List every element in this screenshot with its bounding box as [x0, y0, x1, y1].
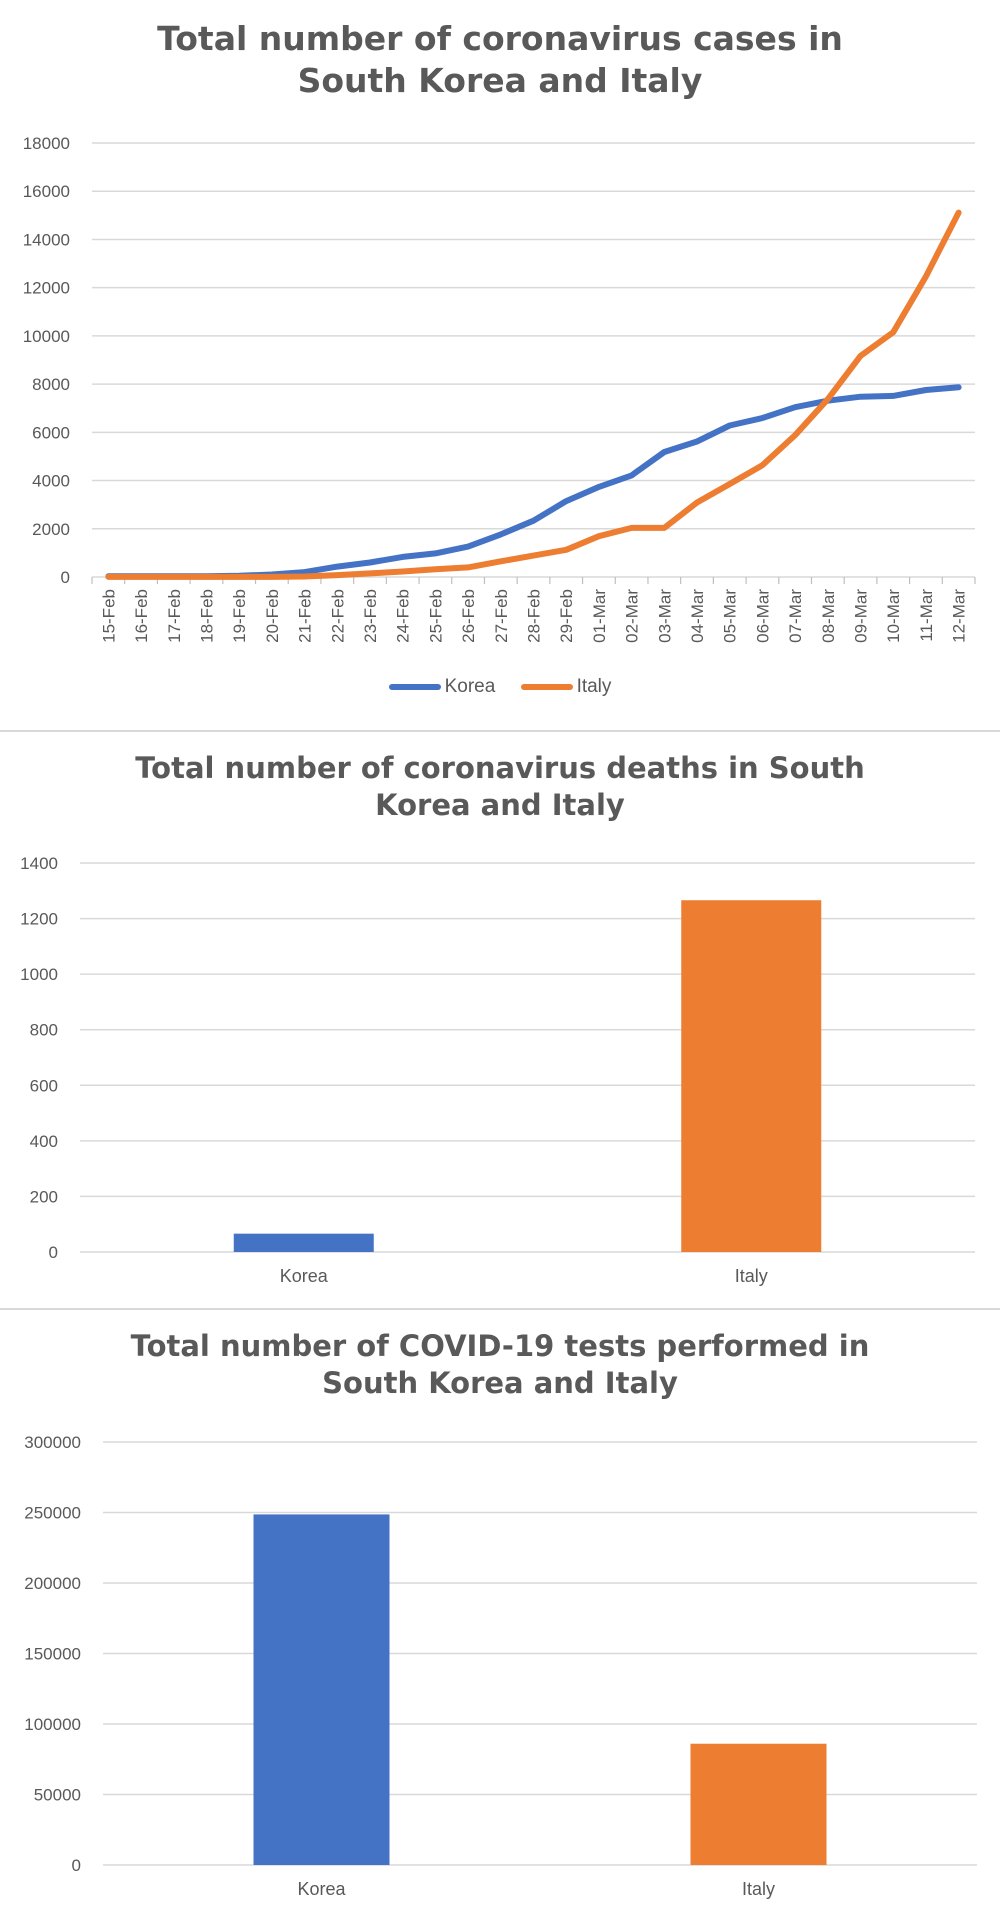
tests-chart-panel: Total number of COVID-19 tests performed…	[0, 1310, 1000, 1920]
bar-korea	[253, 1514, 390, 1865]
x-tick-label: 01-Mar	[590, 589, 609, 643]
y-tick-label: 400	[30, 1132, 58, 1151]
panel-divider	[0, 730, 1000, 732]
x-tick-label: 18-Feb	[197, 589, 216, 643]
bar-italy	[690, 1743, 827, 1865]
x-tick-label: 15-Feb	[99, 589, 118, 643]
legend-label-italy: Italy	[576, 676, 612, 697]
bar-korea	[233, 1233, 374, 1252]
x-tick-label: 20-Feb	[263, 589, 282, 643]
x-tick-label: 05-Mar	[721, 589, 740, 643]
x-tick-label: 02-Mar	[623, 589, 642, 643]
legend-swatch-korea	[388, 683, 441, 690]
x-tick-label: 16-Feb	[132, 589, 151, 643]
legend-swatch-italy	[520, 683, 573, 690]
y-tick-label: 14000	[23, 230, 70, 249]
y-tick-label: 6000	[32, 423, 70, 442]
x-tick-label: 07-Mar	[786, 589, 805, 643]
x-tick-label: 03-Mar	[655, 589, 674, 643]
y-tick-label: 18000	[23, 134, 70, 153]
y-tick-label: 600	[30, 1076, 58, 1095]
y-tick-label: 1200	[20, 910, 58, 929]
x-category-label: Italy	[735, 1266, 768, 1286]
x-tick-label: 11-Mar	[917, 589, 936, 642]
x-tick-label: 25-Feb	[426, 589, 445, 643]
y-tick-label: 100000	[24, 1715, 81, 1734]
y-tick-label: 1400	[20, 854, 58, 873]
tests-bar-chart: 0 50000 100000 150000 200000 250000 300000 Kore…	[24, 1433, 977, 1899]
x-tick-label: 08-Mar	[819, 589, 838, 643]
x-tick-label: 06-Mar	[753, 589, 772, 643]
y-tick-label: 800	[30, 1021, 58, 1040]
x-tick-label: 19-Feb	[230, 589, 249, 643]
y-tick-label: 10000	[23, 327, 70, 346]
cases-legend: Korea Italy	[0, 676, 1000, 698]
legend-item-italy: Italy	[520, 676, 612, 698]
series-line-korea	[105, 384, 962, 580]
x-tick-label: 10-Mar	[884, 589, 903, 643]
x-tick-label: 04-Mar	[688, 589, 707, 643]
x-tick-label: 23-Feb	[361, 589, 380, 643]
legend-item-korea: Korea	[388, 676, 496, 698]
y-tick-label: 4000	[32, 472, 70, 491]
cases-chart-title: Total number of coronavirus cases in Sou…	[157, 19, 843, 101]
series-line-italy	[105, 209, 962, 580]
y-tick-label: 2000	[32, 520, 70, 539]
legend-label-korea: Korea	[444, 676, 496, 697]
y-tick-label: 300000	[24, 1433, 81, 1452]
y-tick-label: 0	[49, 1243, 58, 1262]
panel-divider	[0, 1308, 1000, 1310]
deaths-chart-title: Total number of coronavirus deaths in So…	[135, 751, 865, 823]
x-tick-label: 09-Mar	[852, 589, 871, 643]
cases-chart-panel: Total number of coronavirus cases in Sou…	[0, 0, 1000, 730]
deaths-bar-chart: 0 200 400 600 800 1000 1200 1400 Korea Italy	[20, 854, 975, 1286]
x-category-label: Korea	[297, 1879, 346, 1899]
bar-italy	[681, 900, 822, 1252]
x-tick-label: 29-Feb	[557, 589, 576, 643]
y-tick-label: 250000	[24, 1504, 81, 1523]
x-tick-label: 17-Feb	[165, 589, 184, 643]
x-category-label: Italy	[742, 1879, 775, 1899]
tests-chart-title: Total number of COVID-19 tests performed…	[130, 1329, 870, 1401]
y-tick-label: 200000	[24, 1574, 81, 1593]
x-tick-label: 26-Feb	[459, 589, 478, 643]
y-tick-label: 0	[61, 568, 70, 587]
y-tick-label: 1000	[20, 965, 58, 984]
x-tick-label: 28-Feb	[525, 589, 544, 643]
x-tick-label: 21-Feb	[296, 589, 315, 643]
deaths-chart-panel: Total number of coronavirus deaths in So…	[0, 732, 1000, 1308]
cases-line-chart: 0 2000 4000 6000 8000 10000 12000 14000 16000 180…	[23, 134, 976, 643]
x-tick-label: 27-Feb	[492, 589, 511, 643]
x-tick-label: 22-Feb	[328, 589, 347, 643]
y-tick-label: 50000	[34, 1786, 81, 1805]
y-tick-label: 150000	[24, 1645, 81, 1664]
x-tick-label: 12-Mar	[950, 589, 969, 643]
y-tick-label: 0	[72, 1856, 81, 1875]
x-tick-label: 24-Feb	[394, 589, 413, 643]
y-tick-label: 12000	[23, 279, 70, 298]
y-tick-label: 16000	[23, 182, 70, 201]
x-category-label: Korea	[280, 1266, 329, 1286]
y-tick-label: 200	[30, 1187, 58, 1206]
y-tick-label: 8000	[32, 375, 70, 394]
